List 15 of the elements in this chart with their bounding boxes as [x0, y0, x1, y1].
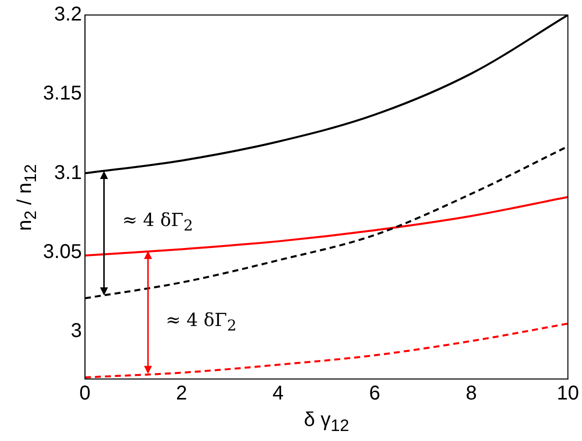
- x-tick-label: 0: [79, 382, 90, 405]
- annotation: ≈ 4 δΓ$_{2}$: [122, 210, 194, 236]
- x-tick-label: 4: [272, 382, 284, 405]
- y-tick-label: 3.05: [42, 240, 82, 263]
- x-tick-label: 6: [369, 382, 380, 405]
- y-tick-label: 3.1: [54, 162, 82, 184]
- x-tick-label: 2: [176, 382, 188, 405]
- x-tick-label: 8: [466, 382, 477, 405]
- line-series: [84, 196, 568, 257]
- x-tick-label: 10: [556, 382, 579, 405]
- y-tick-label: 3: [70, 320, 82, 342]
- y-tick-label: 3.2: [54, 4, 82, 26]
- annotation: ≈ 4 δΓ$_{2}$: [166, 310, 237, 335]
- x-axis-title: δ γ$_{12}$: [304, 409, 350, 436]
- y-tick-label: 3.15: [42, 82, 82, 105]
